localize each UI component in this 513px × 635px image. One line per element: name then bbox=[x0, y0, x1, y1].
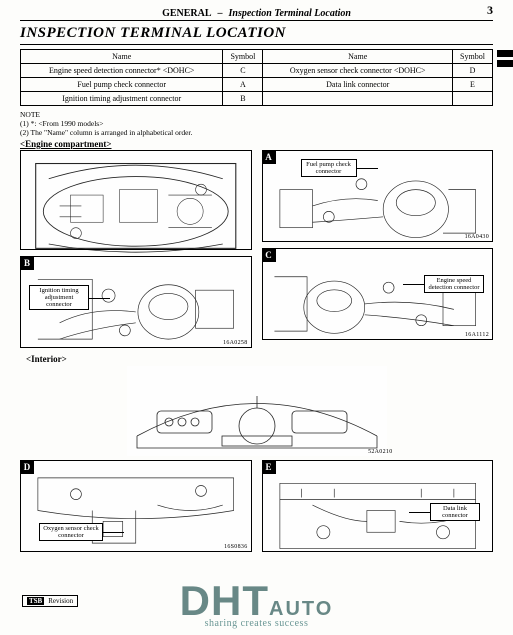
figure-row-3: D Oxygen sensor check connector 16S0836 … bbox=[20, 460, 493, 552]
figure-code: 16A0430 bbox=[465, 234, 489, 240]
figure-c: C Engine speed detection connector 16A11… bbox=[262, 248, 494, 340]
callout-e: Data link connector bbox=[430, 503, 480, 521]
watermark-tagline: sharing creates success bbox=[0, 618, 513, 629]
table-row: Ignition timing adjustment connector B bbox=[21, 92, 493, 106]
callout-c: Engine speed detection connector bbox=[424, 275, 484, 293]
figure-row-1: B Ignition timing adjustment connector 1… bbox=[20, 150, 493, 348]
service-manual-page: GENERAL – Inspection Terminal Location 3… bbox=[0, 0, 513, 552]
note-line: (1) *: <From 1990 models> bbox=[20, 119, 493, 128]
figure-e: E Data link connector bbox=[262, 460, 494, 552]
page-number: 3 bbox=[487, 3, 493, 18]
note-label: NOTE bbox=[20, 110, 493, 119]
figure-code: 16S0836 bbox=[224, 544, 247, 550]
figure-d: D Oxygen sensor check connector 16S0836 bbox=[20, 460, 252, 552]
edge-tab-marks bbox=[497, 50, 513, 67]
engine-compartment-drawing bbox=[27, 157, 245, 255]
header-dash: – bbox=[218, 8, 223, 19]
figure-c-drawing bbox=[269, 255, 487, 342]
subhead-engine-compartment: <Engine compartment> bbox=[20, 139, 493, 149]
col-name-2: Name bbox=[263, 50, 453, 64]
page-title: INSPECTION TERMINAL LOCATION bbox=[20, 21, 493, 45]
col-symbol-1: Symbol bbox=[223, 50, 263, 64]
callout-d: Oxygen sensor check connector bbox=[39, 523, 103, 541]
figure-dashboard-wrap: 52A0210 bbox=[20, 366, 493, 456]
figure-dashboard: 52A0210 bbox=[127, 366, 387, 456]
subhead-interior: <Interior> bbox=[26, 354, 493, 364]
page-header: GENERAL – Inspection Terminal Location 3 bbox=[20, 8, 493, 21]
figure-a: A Fuel pump check connector 16A0430 bbox=[262, 150, 494, 242]
callout-b: Ignition timing adjustment connector bbox=[29, 285, 89, 310]
tsb-text: Revision bbox=[48, 597, 73, 605]
header-section: GENERAL bbox=[162, 8, 211, 19]
table-header-row: Name Symbol Name Symbol bbox=[21, 50, 493, 64]
tsb-revision-box: TSB Revision bbox=[22, 595, 78, 607]
note-block: NOTE (1) *: <From 1990 models> (2) The "… bbox=[20, 110, 493, 137]
tsb-tag: TSB bbox=[27, 597, 44, 605]
figure-b: B Ignition timing adjustment connector 1… bbox=[20, 256, 252, 348]
header-subsection: Inspection Terminal Location bbox=[229, 8, 351, 19]
figure-engine-compartment bbox=[20, 150, 252, 250]
dashboard-drawing bbox=[127, 366, 387, 456]
col-name-1: Name bbox=[21, 50, 223, 64]
figure-code: 16A0258 bbox=[223, 340, 247, 346]
callout-a: Fuel pump check connector bbox=[301, 159, 357, 177]
table-row: Fuel pump check connector A Data link co… bbox=[21, 78, 493, 92]
table-row: Engine speed detection connector* <DOHC>… bbox=[21, 64, 493, 78]
connector-table: Name Symbol Name Symbol Engine speed det… bbox=[20, 49, 493, 106]
figure-code: 52A0210 bbox=[368, 449, 392, 455]
col-symbol-2: Symbol bbox=[453, 50, 493, 64]
note-line: (2) The "Name" column is arranged in alp… bbox=[20, 128, 493, 137]
figure-code: 16A1112 bbox=[465, 332, 489, 338]
